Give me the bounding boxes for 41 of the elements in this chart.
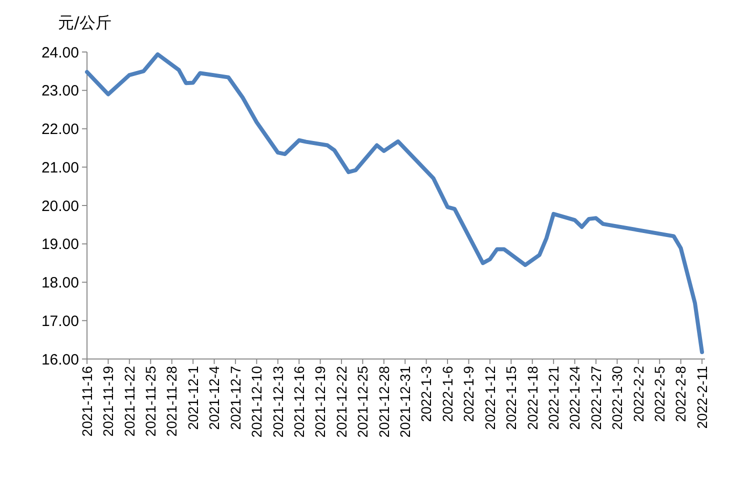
x-tick-label: 2022-1-18 [524,366,540,430]
x-tick-label: 2021-12-10 [248,366,265,438]
x-tick-label: 2021-12-19 [312,366,328,438]
x-tick-label: 2022-1-6 [439,366,456,422]
x-tick-label: 2021-12-22 [333,366,350,438]
y-axis-title: 元/公斤 [58,13,112,32]
x-tick-label: 2022-1-24 [566,366,583,430]
x-tick-label: 2021-12-31 [397,366,414,438]
y-tick-label: 16.00 [41,351,79,368]
x-tick-label: 2022-1-21 [545,366,562,430]
x-tick-label: 2022-1-3 [418,366,434,422]
y-tick-label: 24.00 [41,44,79,62]
y-tick-label: 23.00 [41,82,79,100]
x-tick-label: 2022-2-5 [651,366,668,422]
y-tick-label: 17.00 [41,312,79,330]
x-tick-label: 2022-1-27 [588,366,604,430]
y-tick-label: 21.00 [41,159,79,176]
x-tick-label: 2022-2-2 [630,366,646,422]
x-tick-label: 2022-1-15 [503,366,520,430]
y-tick-label: 20.00 [41,198,79,215]
x-tick-label: 2021-11-19 [100,366,116,437]
x-tick-label: 2022-2-11 [694,366,710,429]
x-tick-label: 2021-12-13 [270,366,286,438]
x-tick-label: 2021-12-4 [206,366,222,430]
x-tick-label: 2021-12-1 [184,366,201,430]
x-tick-label: 2021-12-16 [290,366,307,438]
x-tick-label: 2021-12-7 [227,366,244,430]
x-tick-label: 2021-11-22 [121,366,138,437]
y-tick-label: 18.00 [41,274,79,292]
x-tick-label: 2021-12-28 [376,366,392,438]
y-tick-label: 19.00 [41,236,79,254]
x-tick-label: 2022-1-9 [460,366,477,422]
x-tick-label: 2021-11-16 [78,366,95,437]
x-tick-label: 2022-2-8 [672,366,689,422]
line-series [85,52,704,354]
x-tick-label: 2021-11-25 [142,366,159,437]
y-tick-label: 22.00 [41,121,79,138]
x-tick-label: 2021-12-25 [354,366,371,438]
x-tick-label: 2022-1-30 [609,366,626,430]
x-tick-label: 2022-1-12 [482,366,498,430]
x-tick-label: 2021-11-28 [164,366,180,437]
